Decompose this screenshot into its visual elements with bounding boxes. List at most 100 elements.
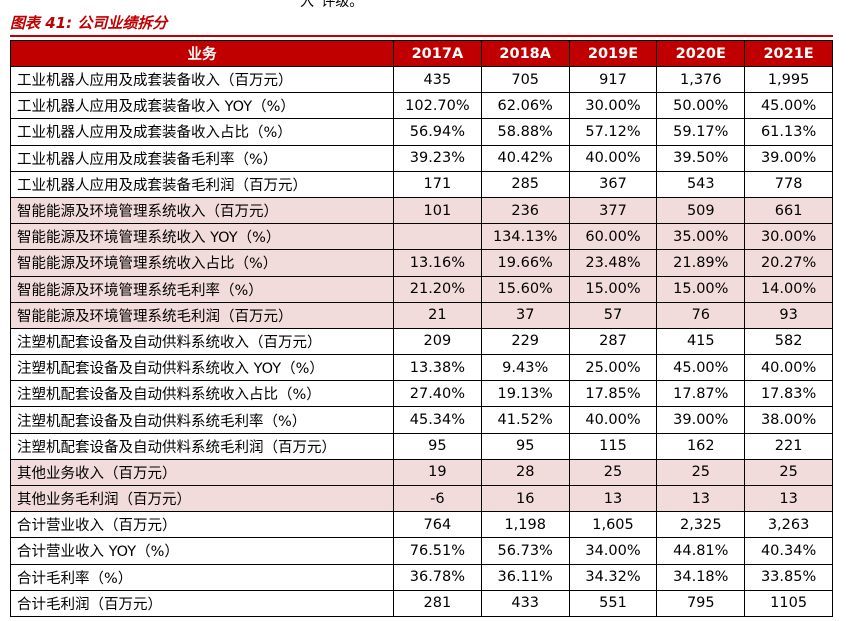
cell: 60.00% (568, 223, 658, 251)
row-label: 注塑机配套设备及自动供料系统收入占比（%） (10, 380, 394, 408)
cell: 287 (568, 327, 658, 356)
cell: 40.00% (568, 144, 658, 172)
cell: 21.20% (393, 275, 482, 303)
cell: 21.89% (656, 249, 746, 277)
table-row: 工业机器人应用及成套装备收入 YOY（%） 102.70% 62.06% 30.00%… (10, 92, 833, 120)
cell: 435 (393, 65, 482, 94)
column-header: 业务 (10, 40, 394, 67)
cell: 433 (480, 589, 570, 617)
cell: 221 (744, 432, 833, 460)
cell: 28 (480, 458, 570, 487)
cell: 39.23% (393, 144, 482, 172)
cell: 45.00% (744, 92, 833, 120)
cell: 19.13% (480, 380, 570, 408)
cell: 45.34% (393, 406, 482, 434)
column-header: 2019E (568, 40, 658, 67)
cell: 367 (568, 170, 658, 198)
cell: 76.51% (393, 537, 482, 565)
column-header: 2018A (480, 40, 570, 67)
cell: 40.34% (744, 537, 833, 565)
header-row: 业务 2017A 2018A 2019E 2020E 2021E (10, 40, 833, 67)
cell: 34.00% (568, 537, 658, 565)
cell: 19 (393, 458, 482, 487)
cell: 34.32% (568, 563, 658, 591)
cell: 17.87% (656, 380, 746, 408)
row-label: 注塑机配套设备及自动供料系统收入（百万元） (10, 327, 394, 356)
cell: -6 (393, 484, 482, 513)
cell: 57 (568, 301, 658, 329)
cell: 56.94% (393, 118, 482, 146)
cell: 13 (568, 484, 658, 513)
cell: 134.13% (480, 223, 570, 251)
cell: 41.52% (480, 406, 570, 434)
cell: 1,605 (568, 511, 658, 539)
cell: 17.85% (568, 380, 658, 408)
cell: 795 (656, 589, 746, 617)
cell: 101 (393, 196, 482, 225)
figure-title: 图表 41: 公司业绩拆分 (10, 14, 168, 32)
cell: 40.00% (568, 406, 658, 434)
cell: 39.00% (744, 144, 833, 172)
cell: 45.00% (656, 354, 746, 382)
row-label: 工业机器人应用及成套装备毛利率（%） (10, 144, 394, 172)
cell: 39.00% (656, 406, 746, 434)
row-label: 工业机器人应用及成套装备收入 YOY（%） (10, 92, 394, 120)
cell: 21 (393, 301, 482, 329)
cell: 13 (744, 484, 833, 513)
cell: 1105 (744, 589, 833, 617)
table-row: 智能能源及环境管理系统毛利润（百万元） 21 37 57 76 93 (10, 301, 833, 329)
cell: 30.00% (744, 223, 833, 251)
column-header: 2020E (656, 40, 746, 67)
table-row: 合计毛利率（%） 36.78% 36.11% 34.32% 34.18% 33.85% (10, 563, 833, 591)
column-header: 2021E (744, 40, 833, 67)
row-label: 合计营业收入 YOY（%） (10, 537, 394, 565)
cell: 59.17% (656, 118, 746, 146)
cell: 95 (480, 432, 570, 460)
cell: 15.00% (568, 275, 658, 303)
table-row: 注塑机配套设备及自动供料系统收入（百万元） 209 229 287 415 582 (10, 327, 833, 356)
table-row: 合计毛利润（百万元） 281 433 551 795 1105 (10, 589, 833, 617)
cell: 285 (480, 170, 570, 198)
cell: 1,376 (656, 65, 746, 94)
cell: 25 (744, 458, 833, 487)
cell: 16 (480, 484, 570, 513)
row-label: 合计毛利润（百万元） (10, 589, 394, 617)
row-label: 工业机器人应用及成套装备毛利润（百万元） (10, 170, 394, 198)
cell: 35.00% (656, 223, 746, 251)
row-label: 智能能源及环境管理系统毛利润（百万元） (10, 301, 394, 329)
table-body: 工业机器人应用及成套装备收入（百万元） 435 705 917 1,376 1,995 工业… (10, 65, 833, 617)
cell: 17.83% (744, 380, 833, 408)
cell: 543 (656, 170, 746, 198)
cell: 13.38% (393, 354, 482, 382)
cell: 50.00% (656, 92, 746, 120)
cell: 19.66% (480, 249, 570, 277)
table-row: 工业机器人应用及成套装备收入占比（%） 56.94% 58.88% 57.12% 59.… (10, 118, 833, 146)
cell: 93 (744, 301, 833, 329)
row-label: 智能能源及环境管理系统收入占比（%） (10, 249, 394, 277)
cell: 13 (656, 484, 746, 513)
table-row: 智能能源及环境管理系统收入占比（%） 13.16% 19.66% 23.48% 21.8… (10, 249, 833, 277)
row-label: 注塑机配套设备及自动供料系统收入 YOY（%） (10, 354, 394, 382)
table-row: 其他业务收入（百万元） 19 28 25 25 25 (10, 458, 833, 487)
cell: 36.11% (480, 563, 570, 591)
cell: 33.85% (744, 563, 833, 591)
cell: 36.78% (393, 563, 482, 591)
row-label: 智能能源及环境管理系统毛利率（%） (10, 275, 394, 303)
cell: 25 (656, 458, 746, 487)
cell: 44.81% (656, 537, 746, 565)
cell: 61.13% (744, 118, 833, 146)
title-rule (10, 35, 833, 37)
cell: 58.88% (480, 118, 570, 146)
cell: 661 (744, 196, 833, 225)
cell: 15.60% (480, 275, 570, 303)
cell: 40.00% (744, 354, 833, 382)
cell: 1,198 (480, 511, 570, 539)
cell: 582 (744, 327, 833, 356)
cell: 415 (656, 327, 746, 356)
row-label: 注塑机配套设备及自动供料系统毛利率（%） (10, 406, 394, 434)
cell (393, 223, 482, 251)
cell: 551 (568, 589, 658, 617)
cell: 14.00% (744, 275, 833, 303)
cell: 162 (656, 432, 746, 460)
row-label: 注塑机配套设备及自动供料系统毛利润（百万元） (10, 432, 394, 460)
